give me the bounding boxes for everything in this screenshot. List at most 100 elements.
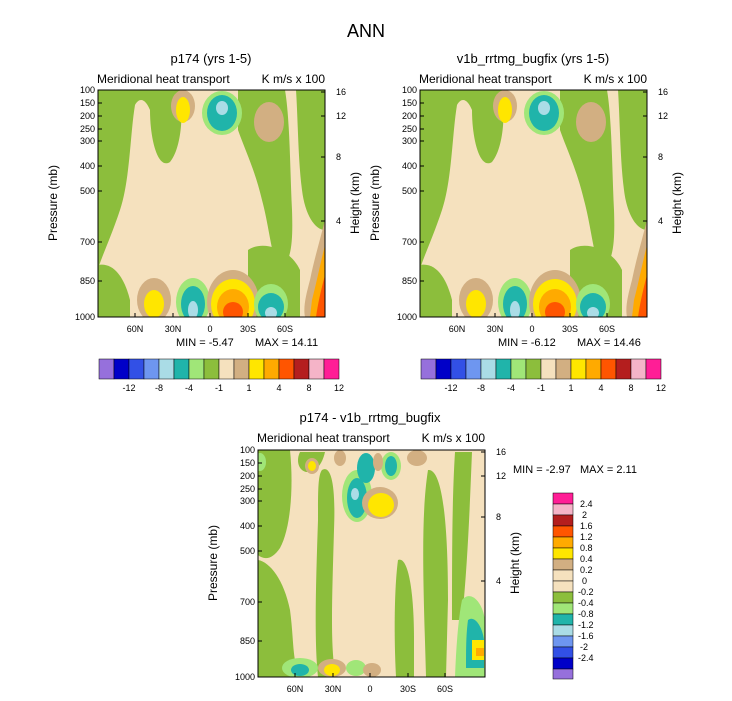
panel-subtitle-left: Meridional heat transport [257, 431, 390, 445]
x-tick-label: 30S [240, 324, 256, 334]
min-label: MIN = -2.97 [513, 464, 571, 476]
panel-subtitle-left: Meridional heat transport [419, 72, 552, 86]
plot-frame [97, 89, 326, 318]
colorbar-label: 12 [656, 383, 666, 393]
max-label: MAX = 2.11 [580, 464, 637, 476]
y-axis-left: 100 150 200 250 300 400 500 700 850 1000 [75, 85, 102, 322]
y-axis-label: Pressure (mb) [206, 525, 220, 601]
colorbar-label: 1 [568, 383, 573, 393]
colorbar-label: 8 [306, 383, 311, 393]
y-tick-label: 1000 [397, 312, 417, 322]
colorbar-label: -0.2 [578, 587, 594, 597]
y-tick-label: 1000 [75, 312, 95, 322]
colorbar-label: 2.4 [580, 499, 593, 509]
y-axis-right-label: Height (km) [508, 532, 522, 594]
y-tick-label: 400 [80, 161, 95, 171]
panel-title: p174 (yrs 1-5) [171, 51, 252, 66]
y-tick-label: 700 [402, 237, 417, 247]
colorbar-label: 1.2 [580, 532, 593, 542]
colorbar-label: 4 [276, 383, 281, 393]
panel-subtitle-right: K m/s x 100 [262, 72, 326, 86]
y-tick-label: 150 [402, 98, 417, 108]
y-tick-label: 700 [80, 237, 95, 247]
x-tick-label: 30S [562, 324, 578, 334]
y-axis-right: 16 12 8 4 [321, 87, 346, 226]
panel-subtitle-right: K m/s x 100 [584, 72, 648, 86]
y-tick-label: 150 [80, 98, 95, 108]
y-axis-right-label: Height (km) [670, 172, 684, 234]
x-axis: 60N 30N 0 30S 60S [449, 313, 615, 334]
height-tick-label: 12 [336, 111, 346, 121]
x-axis: 60N 30N 0 30S 60S [287, 673, 453, 694]
y-tick-label: 500 [240, 546, 255, 556]
contour-field [420, 90, 647, 317]
y-tick-label: 850 [80, 276, 95, 286]
colorbar-label: -8 [477, 383, 485, 393]
colorbar: -12 -8 -4 -1 1 4 8 12 [420, 358, 666, 393]
y-tick-label: 1000 [235, 672, 255, 682]
height-tick-label: 12 [658, 111, 668, 121]
colorbar-label: 0 [582, 576, 587, 586]
panel-p174: p174 (yrs 1-5) Meridional heat transport… [46, 51, 362, 393]
height-tick-label: 16 [336, 87, 346, 97]
y-tick-label: 400 [240, 521, 255, 531]
field-region-a1 [98, 90, 182, 270]
x-tick-label: 0 [207, 324, 212, 334]
colorbar-label: 1 [246, 383, 251, 393]
y-tick-label: 250 [240, 484, 255, 494]
panel-subtitle-right: K m/s x 100 [422, 431, 486, 445]
x-tick-label: 30N [325, 684, 342, 694]
y-tick-label: 200 [402, 111, 417, 121]
y-tick-label: 100 [240, 445, 255, 455]
y-axis-right-label: Height (km) [348, 172, 362, 234]
height-tick-label: 8 [658, 152, 663, 162]
x-tick-label: 0 [367, 684, 372, 694]
panel-title: p174 - v1b_rrtmg_bugfix [300, 410, 441, 425]
x-tick-label: 60N [449, 324, 466, 334]
colorbar-label: -12 [122, 383, 135, 393]
x-tick-label: 60S [437, 684, 453, 694]
colorbar-label: -2 [580, 642, 588, 652]
colorbar-label: 0.2 [580, 565, 593, 575]
x-axis: 60N 30N 0 30S 60S [127, 313, 293, 334]
colorbar: -12 -8 -4 -1 1 4 8 12 [98, 358, 344, 393]
height-tick-label: 8 [496, 512, 501, 522]
panel-v1b-rrtmg-bugfix: v1b_rrtmg_bugfix (yrs 1-5) Meridional he… [368, 51, 684, 393]
colorbar-label: 8 [628, 383, 633, 393]
field-region-b3 [420, 264, 452, 317]
colorbar-label: -1.2 [578, 620, 594, 630]
height-tick-label: 4 [496, 576, 501, 586]
field-region-a3 [98, 264, 130, 317]
panel-difference: p174 - v1b_rrtmg_bugfix Meridional heat … [206, 410, 637, 694]
colorbar-label: -8 [155, 383, 163, 393]
y-tick-label: 850 [402, 276, 417, 286]
plot-frame [419, 89, 648, 318]
x-tick-label: 60S [277, 324, 293, 334]
panel-title: v1b_rrtmg_bugfix (yrs 1-5) [457, 51, 609, 66]
colorbar-label: -0.4 [578, 598, 594, 608]
x-tick-label: 0 [529, 324, 534, 334]
height-tick-label: 4 [336, 216, 341, 226]
x-tick-label: 30N [165, 324, 182, 334]
colorbar-label: -12 [444, 383, 457, 393]
y-tick-label: 250 [80, 124, 95, 134]
colorbar-label: -1 [215, 383, 223, 393]
colorbar-label: 0.8 [580, 543, 593, 553]
height-tick-label: 16 [496, 447, 506, 457]
y-tick-label: 400 [402, 161, 417, 171]
max-label: MAX = 14.46 [577, 337, 641, 349]
colorbar-label: -1 [537, 383, 545, 393]
colorbar-label: 4 [598, 383, 603, 393]
colorbar-label: 2 [582, 510, 587, 520]
colorbar-label: 0.4 [580, 554, 593, 564]
y-axis-right: 16 12 8 4 [643, 87, 668, 226]
x-tick-label: 30N [487, 324, 504, 334]
colorbar-label: -1.6 [578, 631, 594, 641]
y-tick-label: 850 [240, 636, 255, 646]
colorbar-label: -4 [185, 383, 193, 393]
y-tick-label: 250 [402, 124, 417, 134]
plot-frame [257, 449, 486, 678]
colorbar-label: -0.8 [578, 609, 594, 619]
x-tick-label: 60N [287, 684, 304, 694]
